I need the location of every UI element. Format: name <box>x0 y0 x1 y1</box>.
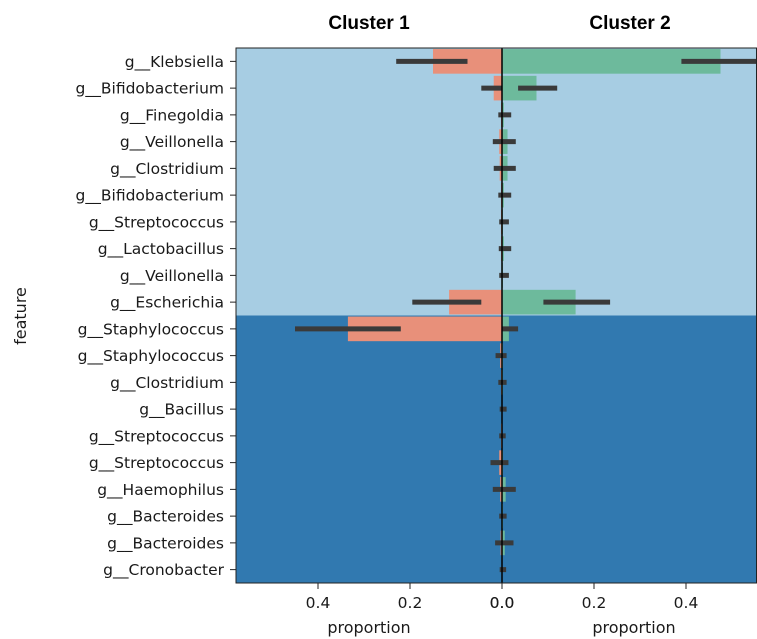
feature-label: g__Finegoldia <box>120 106 224 125</box>
x-ticks: 0.4 0.2 0.00.0 0.2 0.4 <box>306 583 699 612</box>
feature-label: g__Streptococcus <box>89 427 224 446</box>
cluster-1-x-tick-label: 0.4 <box>306 594 331 612</box>
feature-label: g__Streptococcus <box>89 213 224 232</box>
feature-label: g__Staphylococcus <box>78 320 224 339</box>
feature-label: g__Bifidobacterium <box>76 80 224 99</box>
feature-label: g__Escherichia <box>110 294 224 313</box>
cluster-1-x-axis-label: proportion <box>327 618 410 637</box>
cluster-2-title: Cluster 2 <box>589 13 670 34</box>
cluster-2-x-tick-label: 0.2 <box>582 594 607 612</box>
y-axis-label: feature <box>11 287 30 345</box>
feature-label: g__Clostridium <box>110 374 224 393</box>
feature-label: g__Bifidobacterium <box>76 187 224 206</box>
cluster-1-x-tick-label: 0.0 <box>490 594 515 612</box>
feature-label: g__Bacteroides <box>107 534 224 553</box>
cluster-2-x-tick-label: 0.0 <box>490 594 515 612</box>
cluster-2-x-tick-label: 0.4 <box>674 594 699 612</box>
feature-label: g__Lactobacillus <box>98 240 224 259</box>
feature-label: g__Veillonella <box>120 267 224 286</box>
feature-label: g__Klebsiella <box>125 53 224 72</box>
feature-label: g__Cronobacter <box>103 561 224 580</box>
feature-label: g__Clostridium <box>110 160 224 179</box>
feature-label: g__Bacillus <box>139 401 224 420</box>
cluster-1-title: Cluster 1 <box>328 13 410 34</box>
feature-label: g__Bacteroides <box>107 508 224 527</box>
lower-group-background <box>236 315 757 583</box>
background-regions <box>236 48 757 583</box>
cluster-2-x-axis-label: proportion <box>592 618 675 637</box>
feature-label: g__Veillonella <box>120 133 224 152</box>
feature-labels: g__Klebsiella g__Bifidobacterium g__Finego… <box>76 53 236 580</box>
feature-label: g__Haemophilus <box>97 481 224 500</box>
feature-label: g__Staphylococcus <box>78 347 224 366</box>
cluster-1-x-tick-label: 0.2 <box>398 594 423 612</box>
feature-label: g__Streptococcus <box>89 454 224 473</box>
